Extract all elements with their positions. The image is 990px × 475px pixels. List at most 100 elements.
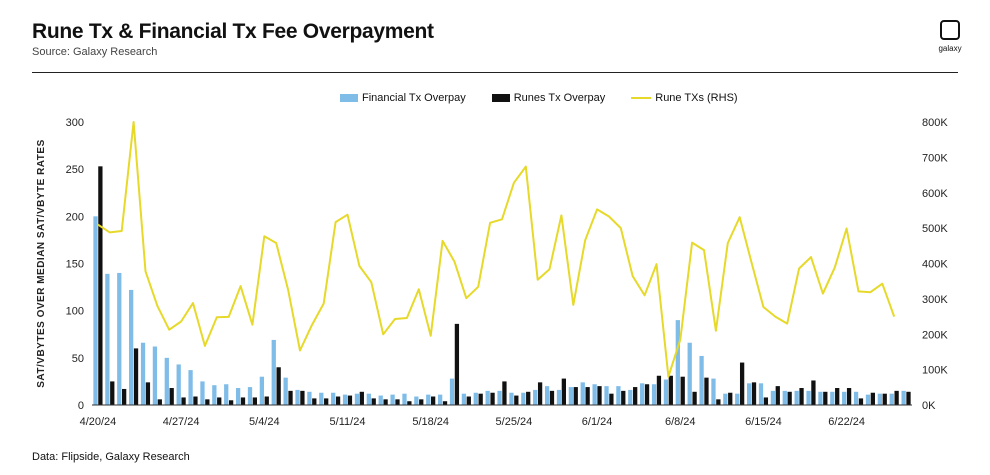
runes-overpay-bar [133,348,139,405]
legend-swatch-rune-txs [631,97,652,99]
financial-overpay-bar [426,394,431,405]
runes-overpay-bar [882,393,887,405]
runes-overpay-bar [228,400,234,405]
y2-tick-label: 700K [922,152,948,164]
runes-overpay-bar [585,387,590,405]
runes-overpay-bar [561,378,566,405]
financial-overpay-bar [378,395,383,405]
runes-overpay-bar [347,395,353,405]
runes-overpay-bar [799,388,804,405]
financial-overpay-bar [580,382,585,405]
runes-overpay-bar [549,390,555,405]
legend-item-runes: Runes Tx Overpay [491,92,606,104]
y2-tick-label: 100K [922,365,948,377]
runes-overpay-bar [169,388,174,405]
runes-overpay-bar [110,381,115,405]
y2-tick-label: 300K [922,294,948,306]
runes-overpay-bar [288,390,293,405]
financial-overpay-bar [93,216,98,405]
data-source-footnote: Data: Flipside, Galaxy Research [32,451,190,463]
financial-overpay-bar [723,393,728,405]
financial-overpay-bar [140,342,146,405]
y-tick-label: 0 [78,400,84,412]
header-divider [32,72,958,73]
runes-overpay-bar [751,382,757,405]
financial-overpay-bar [200,381,205,405]
runes-overpay-bar [359,391,364,405]
financial-overpay-bar [449,378,455,405]
financial-overpay-bar [461,393,467,405]
runes-overpay-bar [264,396,269,405]
financial-overpay-bar [152,346,158,405]
runes-overpay-bar [442,401,448,405]
chart-legend: Financial Tx Overpay Runes Tx Overpay Ru… [340,92,738,104]
financial-overpay-bar [663,379,669,405]
runes-overpay-bar [906,391,911,405]
legend-item-financial: Financial Tx Overpay [340,92,466,104]
runes-overpay-bar [621,390,626,405]
y2-tick-label: 600K [922,188,948,200]
x-tick-label: 6/15/24 [745,416,782,428]
financial-overpay-bar [521,392,526,405]
runes-overpay-bar [835,388,840,405]
financial-overpay-bar [711,378,716,405]
x-tick-label: 5/25/24 [496,416,533,428]
runes-overpay-bar [145,382,151,405]
financial-overpay-bar [188,370,193,405]
legend-label-runes: Runes Tx Overpay [513,92,606,104]
financial-overpay-bar [818,391,823,405]
runes-overpay-bar [430,396,436,405]
runes-overpay-bar [193,396,198,405]
runes-overpay-bar [858,398,864,405]
runes-overpay-bar [811,380,816,405]
y2-tick-label: 500K [922,223,948,235]
financial-overpay-bar [319,392,324,405]
financial-overpay-bar [640,383,645,405]
x-tick-label: 5/11/24 [330,416,366,428]
financial-overpay-bar [129,289,134,405]
x-tick-label: 6/22/24 [828,416,865,428]
runes-overpay-bar [98,166,103,405]
financial-overpay-bar [889,393,894,405]
runes-overpay-bar [395,399,400,405]
financial-overpay-bar [414,396,419,405]
runes-overpay-bar [787,391,792,405]
runes-overpay-bar [739,362,745,405]
legend-label-financial: Financial Tx Overpay [362,92,466,104]
runes-overpay-bar [633,387,638,405]
y-tick-label: 100 [66,306,84,318]
legend-swatch-financial [340,94,358,102]
financial-overpay-bar [224,384,229,405]
rune-txs-line [97,121,896,378]
financial-overpay-bar [901,390,906,405]
runes-overpay-bar [300,390,305,405]
financial-overpay-bar [556,389,562,405]
financial-overpay-bar [212,385,217,405]
financial-overpay-bar [164,357,169,405]
financial-overpay-bar [651,384,657,405]
financial-overpay-bar [794,390,799,405]
runes-overpay-bar [775,386,780,405]
runes-overpay-bar [240,397,246,405]
runes-overpay-bar [312,398,317,405]
y2-tick-label: 0K [922,400,936,412]
x-tick-label: 5/4/24 [249,416,280,428]
financial-overpay-bar [366,393,371,405]
runes-overpay-bar [454,323,460,405]
y-tick-label: 150 [66,259,84,271]
runes-overpay-bar [846,388,852,405]
financial-overpay-bar [877,393,882,405]
financial-overpay-bar [687,342,692,405]
galaxy-logo-icon [940,20,960,40]
financial-overpay-bar [331,392,336,405]
runes-overpay-bar [870,392,875,405]
financial-overpay-bar [473,392,478,405]
runes-overpay-bar [680,376,685,405]
x-tick-label: 5/18/24 [412,416,449,428]
financial-overpay-bar [485,390,490,405]
runes-overpay-bar [122,388,127,405]
runes-overpay-bar [502,381,507,405]
x-tick-label: 6/1/24 [582,416,613,428]
runes-overpay-bar [419,399,424,405]
financial-overpay-bar [782,390,787,405]
